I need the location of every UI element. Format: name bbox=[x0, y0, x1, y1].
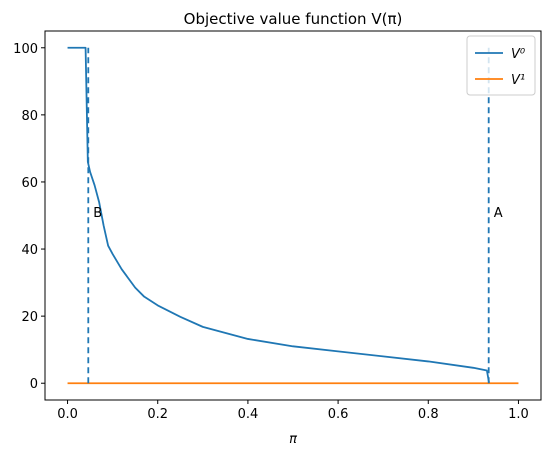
y-tick-label: 60 bbox=[21, 176, 38, 191]
x-tick-label: 0.0 bbox=[57, 407, 78, 422]
y-tick-label: 40 bbox=[21, 243, 38, 258]
x-tick-label: 1.0 bbox=[508, 407, 529, 422]
x-tick-label: 0.4 bbox=[238, 407, 259, 422]
legend-box bbox=[466, 35, 536, 96]
vline-label-A: A bbox=[494, 206, 503, 221]
series-layer bbox=[67, 46, 519, 385]
x-tick-label: 0.6 bbox=[328, 407, 349, 422]
legend-label-v0: V⁰ bbox=[511, 47, 526, 62]
y-tick-label: 0 bbox=[30, 377, 38, 392]
vline-label-B: B bbox=[93, 206, 102, 221]
y-tick-label: 100 bbox=[13, 42, 38, 57]
chart-title: Objective value function V(π) bbox=[184, 10, 403, 28]
y-tick-label: 80 bbox=[21, 109, 38, 124]
axes-frame bbox=[44, 30, 542, 401]
y-axis-ticks: 0 20 40 60 80 100 bbox=[13, 42, 45, 392]
x-tick-label: 0.2 bbox=[147, 407, 168, 422]
x-axis-label: π bbox=[289, 432, 297, 447]
legend: V⁰ V¹ bbox=[466, 35, 536, 96]
legend-label-v1: V¹ bbox=[511, 73, 525, 88]
y-tick-label: 20 bbox=[21, 310, 38, 325]
series-line-0 bbox=[67, 46, 491, 384]
x-tick-label: 0.8 bbox=[418, 407, 439, 422]
plot-area bbox=[45, 31, 541, 400]
x-axis-ticks: 0.0 0.2 0.4 0.6 0.8 1.0 bbox=[57, 400, 529, 422]
